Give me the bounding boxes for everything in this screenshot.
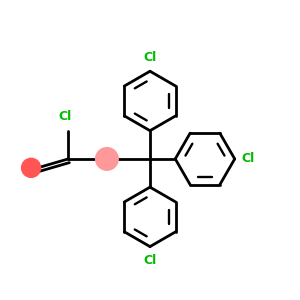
Text: Cl: Cl [143, 254, 157, 267]
Circle shape [22, 158, 40, 177]
Text: O: O [25, 160, 38, 175]
Circle shape [96, 148, 118, 170]
Text: Cl: Cl [241, 152, 254, 165]
Text: Cl: Cl [59, 110, 72, 123]
Text: Cl: Cl [143, 51, 157, 64]
